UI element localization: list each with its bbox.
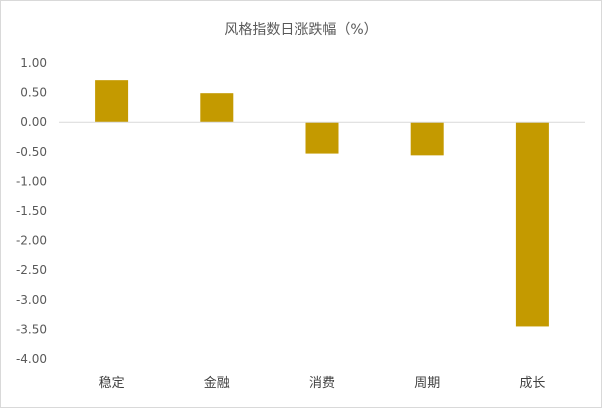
x-axis-labels: 稳定 金融 消费 周期 成长 (99, 375, 546, 391)
y-tick-label: -2.00 (16, 234, 47, 248)
y-tick-label: -4.00 (16, 352, 47, 366)
bar-3 (305, 122, 339, 154)
x-category-label: 成长 (519, 376, 545, 391)
y-tick-label: -3.00 (16, 293, 47, 307)
bar-2 (200, 93, 234, 123)
y-tick-label: -2.50 (16, 263, 47, 277)
bar-5 (515, 122, 549, 327)
y-tick-label: -1.50 (16, 204, 47, 218)
bar-4 (410, 122, 444, 156)
y-tick-label: 0.50 (20, 86, 47, 100)
y-tick-label: -3.50 (16, 322, 47, 336)
y-tick-label: -1.00 (16, 174, 47, 188)
chart-title: 风格指数日涨跌幅（%） (224, 22, 378, 38)
y-axis-ticks: 1.00 0.50 0.00 -0.50 -1.00 -1.50 -2.00 -2.50 -3.… (16, 56, 47, 366)
bars (95, 80, 549, 327)
y-tick-label: 1.00 (20, 56, 47, 70)
y-tick-label: 0.00 (20, 115, 47, 129)
x-category-label: 稳定 (99, 375, 125, 391)
x-category-label: 周期 (414, 376, 440, 391)
y-tick-label: -0.50 (16, 145, 47, 159)
bar-1 (95, 80, 129, 123)
x-category-label: 消费 (309, 376, 335, 391)
x-category-label: 金融 (204, 375, 230, 391)
